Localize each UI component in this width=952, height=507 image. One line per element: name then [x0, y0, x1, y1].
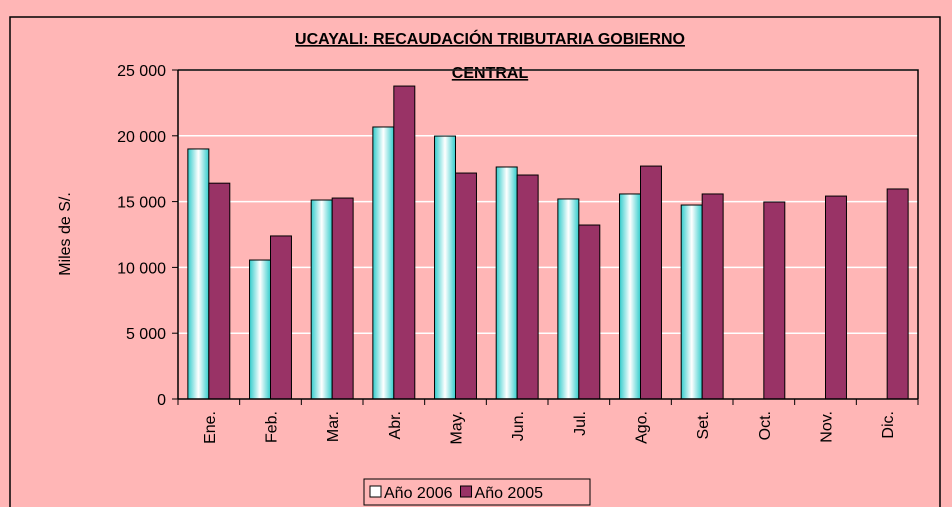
bar — [578, 224, 601, 400]
x-tick-label: Jun. — [510, 411, 527, 441]
bar — [434, 135, 456, 400]
bar — [208, 182, 231, 400]
bar — [701, 193, 724, 400]
y-tick-label: 5 000 — [126, 326, 166, 343]
bar — [270, 235, 292, 400]
x-tick-label: Jul. — [572, 411, 589, 436]
legend-label: Año 2005 — [475, 485, 544, 502]
x-tick-label: Ene. — [202, 411, 219, 444]
x-tick-label: Set. — [695, 411, 712, 439]
x-tick-label: Mar. — [325, 411, 342, 442]
y-tick-label: 10 000 — [117, 260, 166, 277]
x-tick-label: Dic. — [880, 411, 897, 439]
bar — [310, 199, 333, 400]
bar — [825, 195, 847, 400]
y-tick-label: 15 000 — [117, 195, 166, 212]
x-tick-label: Abr. — [387, 411, 404, 439]
bar — [619, 193, 641, 400]
bar — [640, 165, 662, 400]
y-axis-label: Miles de S/. — [57, 192, 74, 276]
y-tick-label: 0 — [157, 392, 166, 409]
plot-frame — [178, 69, 919, 399]
x-tick-label: Oct. — [757, 411, 774, 440]
legend-swatch — [369, 485, 382, 498]
x-tick-label: Feb. — [264, 411, 281, 443]
x-tick-label: Ago. — [634, 411, 651, 444]
bar — [557, 198, 580, 400]
bar — [455, 172, 477, 400]
bar — [680, 204, 703, 400]
x-tick-label: May. — [449, 411, 466, 444]
bar — [886, 188, 909, 400]
y-tick-label: 25 000 — [117, 63, 166, 80]
legend-swatch — [460, 485, 473, 498]
legend-label: Año 2006 — [384, 485, 453, 502]
legend-box — [363, 478, 591, 506]
bar — [495, 166, 518, 400]
chart-frame — [9, 16, 941, 507]
bar — [393, 85, 416, 400]
bar — [187, 148, 210, 400]
bar — [763, 201, 786, 400]
bar — [516, 174, 539, 400]
bar — [249, 259, 272, 400]
bar — [331, 197, 354, 400]
y-tick-label: 20 000 — [117, 129, 166, 146]
x-tick-label: Nov. — [819, 411, 836, 443]
bar — [372, 126, 395, 400]
